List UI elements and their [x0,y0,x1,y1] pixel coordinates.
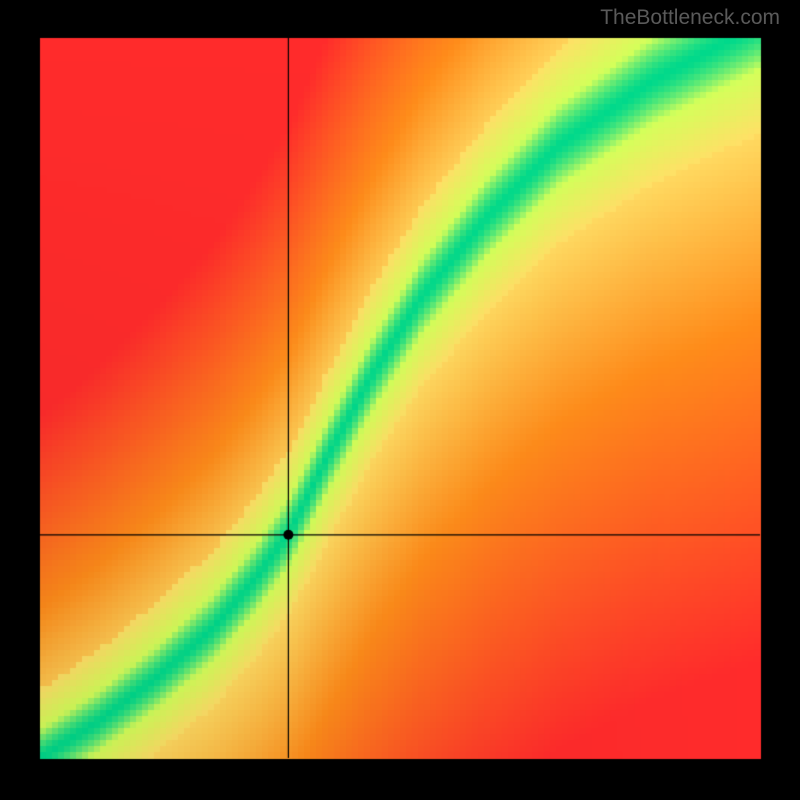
chart-container: TheBottleneck.com [0,0,800,800]
bottleneck-heatmap-canvas [0,0,800,800]
watermark-text: TheBottleneck.com [600,6,780,30]
